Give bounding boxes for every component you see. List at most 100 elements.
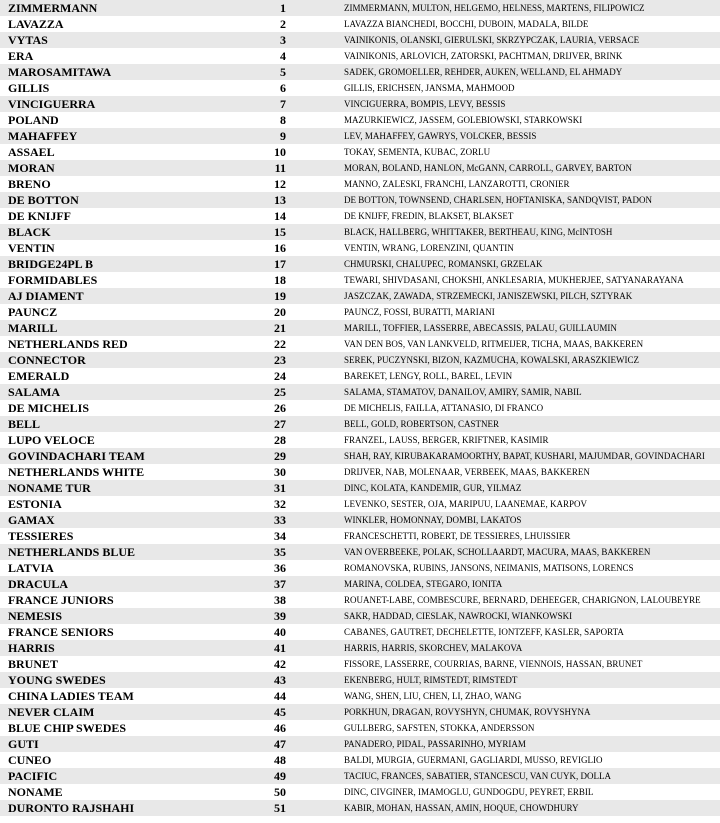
table-row: MARILL21MARILL, TOFFIER, LASSERRE, ABECA…	[0, 320, 720, 336]
team-name: LAVAZZA	[0, 16, 250, 32]
rank: 16	[250, 240, 298, 256]
rank: 23	[250, 352, 298, 368]
table-row: CONNECTOR23SEREK, PUCZYNSKI, BIZON, KAZM…	[0, 352, 720, 368]
team-name: NETHERLANDS WHITE	[0, 464, 250, 480]
table-row: GUTI47PANADERO, PIDAL, PASSARINHO, MYRIA…	[0, 736, 720, 752]
team-name: MORAN	[0, 160, 250, 176]
table-row: BRENO12MANNO, ZALESKI, FRANCHI, LANZAROT…	[0, 176, 720, 192]
team-name: GILLIS	[0, 80, 250, 96]
standings-table: ZIMMERMANN1ZIMMERMANN, MULTON, HELGEMO, …	[0, 0, 720, 816]
team-name: ESTONIA	[0, 496, 250, 512]
table-row: CHINA LADIES TEAM44WANG, SHEN, LIU, CHEN…	[0, 688, 720, 704]
table-row: TESSIERES34FRANCESCHETTI, ROBERT, DE TES…	[0, 528, 720, 544]
players-list: SHAH, RAY, KIRUBAKARAMOORTHY, BAPAT, KUS…	[298, 448, 720, 464]
players-list: JASZCZAK, ZAWADA, STRZEMECKI, JANISZEWSK…	[298, 288, 720, 304]
table-row: GAMAX33WINKLER, HOMONNAY, DOMBI, LAKATOS	[0, 512, 720, 528]
table-row: NEMESIS39SAKR, HADDAD, CIESLAK, NAWROCKI…	[0, 608, 720, 624]
team-name: MARILL	[0, 320, 250, 336]
table-row: BLACK15BLACK, HALLBERG, WHITTAKER, BERTH…	[0, 224, 720, 240]
rank: 32	[250, 496, 298, 512]
team-name: BLACK	[0, 224, 250, 240]
table-row: DE KNIJFF14DE KNIJFF, FREDIN, BLAKSET, B…	[0, 208, 720, 224]
table-row: ASSAEL10TOKAY, SEMENTA, KUBAC, ZORLU	[0, 144, 720, 160]
table-row: VINCIGUERRA7VINCIGUERRA, BOMPIS, LEVY, B…	[0, 96, 720, 112]
table-row: POLAND8MAZURKIEWICZ, JASSEM, GOLEBIOWSKI…	[0, 112, 720, 128]
table-row: NONAME TUR31DINC, KOLATA, KANDEMIR, GUR,…	[0, 480, 720, 496]
table-row: ZIMMERMANN1ZIMMERMANN, MULTON, HELGEMO, …	[0, 0, 720, 16]
rank: 30	[250, 464, 298, 480]
players-list: DE MICHELIS, FAILLA, ATTANASIO, DI FRANC…	[298, 400, 720, 416]
team-name: DRACULA	[0, 576, 250, 592]
players-list: PAUNCZ, FOSSI, BURATTI, MARIANI	[298, 304, 720, 320]
table-row: NETHERLANDS RED22VAN DEN BOS, VAN LANKVE…	[0, 336, 720, 352]
rank: 14	[250, 208, 298, 224]
table-row: MAHAFFEY9LEV, MAHAFFEY, GAWRYS, VOLCKER,…	[0, 128, 720, 144]
table-row: BRUNET42FISSORE, LASSERRE, COURRIAS, BAR…	[0, 656, 720, 672]
team-name: VENTIN	[0, 240, 250, 256]
players-list: WANG, SHEN, LIU, CHEN, LI, ZHAO, WANG	[298, 688, 720, 704]
team-name: DE MICHELIS	[0, 400, 250, 416]
players-list: SEREK, PUCZYNSKI, BIZON, KAZMUCHA, KOWAL…	[298, 352, 720, 368]
team-name: VINCIGUERRA	[0, 96, 250, 112]
rank: 46	[250, 720, 298, 736]
players-list: ZIMMERMANN, MULTON, HELGEMO, HELNESS, MA…	[298, 0, 720, 16]
table-row: NETHERLANDS BLUE35VAN OVERBEEKE, POLAK, …	[0, 544, 720, 560]
rank: 31	[250, 480, 298, 496]
team-name: VYTAS	[0, 32, 250, 48]
table-row: VENTIN16VENTIN, WRANG, LORENZINI, QUANTI…	[0, 240, 720, 256]
rank: 6	[250, 80, 298, 96]
team-name: ZIMMERMANN	[0, 0, 250, 16]
team-name: BELL	[0, 416, 250, 432]
table-row: SALAMA25SALAMA, STAMATOV, DANAILOV, AMIR…	[0, 384, 720, 400]
team-name: BRUNET	[0, 656, 250, 672]
rank: 40	[250, 624, 298, 640]
players-list: LEVENKO, SESTER, OJA, MARIPUU, LAANEMAE,…	[298, 496, 720, 512]
players-list: VAINIKONIS, ARLOVICH, ZATORSKI, PACHTMAN…	[298, 48, 720, 64]
table-row: AJ DIAMENT19JASZCZAK, ZAWADA, STRZEMECKI…	[0, 288, 720, 304]
table-row: DRACULA37MARINA, COLDEA, STEGARO, IONITA	[0, 576, 720, 592]
table-row: BLUE CHIP SWEDES46GULLBERG, SAFSTEN, STO…	[0, 720, 720, 736]
players-list: BLACK, HALLBERG, WHITTAKER, BERTHEAU, KI…	[298, 224, 720, 240]
players-list: VAN DEN BOS, VAN LANKVELD, RITMEIJER, TI…	[298, 336, 720, 352]
team-name: CHINA LADIES TEAM	[0, 688, 250, 704]
table-row: LATVIA36ROMANOVSKA, RUBINS, JANSONS, NEI…	[0, 560, 720, 576]
table-row: BRIDGE24PL B17CHMURSKI, CHALUPEC, ROMANS…	[0, 256, 720, 272]
players-list: VINCIGUERRA, BOMPIS, LEVY, BESSIS	[298, 96, 720, 112]
players-list: VAN OVERBEEKE, POLAK, SCHOLLAARDT, MACUR…	[298, 544, 720, 560]
rank: 51	[250, 800, 298, 816]
rank: 9	[250, 128, 298, 144]
players-list: DINC, CIVGINER, IMAMOGLU, GUNDOGDU, PEYR…	[298, 784, 720, 800]
table-row: YOUNG SWEDES43EKENBERG, HULT, RIMSTEDT, …	[0, 672, 720, 688]
players-list: TOKAY, SEMENTA, KUBAC, ZORLU	[298, 144, 720, 160]
table-row: LUPO VELOCE28FRANZEL, LAUSS, BERGER, KRI…	[0, 432, 720, 448]
team-name: YOUNG SWEDES	[0, 672, 250, 688]
table-row: NEVER CLAIM45PORKHUN, DRAGAN, ROVYSHYN, …	[0, 704, 720, 720]
team-name: GOVINDACHARI TEAM	[0, 448, 250, 464]
rank: 8	[250, 112, 298, 128]
rank: 10	[250, 144, 298, 160]
players-list: KABIR, MOHAN, HASSAN, AMIN, HOQUE, CHOWD…	[298, 800, 720, 816]
rank: 41	[250, 640, 298, 656]
table-row: CUNEO48BALDI, MURGIA, GUERMANI, GAGLIARD…	[0, 752, 720, 768]
rank: 2	[250, 16, 298, 32]
rank: 11	[250, 160, 298, 176]
table-row: FRANCE SENIORS40CABANES, GAUTRET, DECHEL…	[0, 624, 720, 640]
players-list: FRANZEL, LAUSS, BERGER, KRIFTNER, KASIMI…	[298, 432, 720, 448]
team-name: CUNEO	[0, 752, 250, 768]
rank: 15	[250, 224, 298, 240]
table-row: FRANCE JUNIORS38ROUANET-LABE, COMBESCURE…	[0, 592, 720, 608]
rank: 12	[250, 176, 298, 192]
rank: 39	[250, 608, 298, 624]
team-name: GAMAX	[0, 512, 250, 528]
players-list: MORAN, BOLAND, HANLON, McGANN, CARROLL, …	[298, 160, 720, 176]
players-list: TEWARI, SHIVDASANI, CHOKSHI, ANKLESARIA,…	[298, 272, 720, 288]
table-row: VYTAS3VAINIKONIS, OLANSKI, GIERULSKI, SK…	[0, 32, 720, 48]
team-name: FRANCE SENIORS	[0, 624, 250, 640]
team-name: NEMESIS	[0, 608, 250, 624]
rank: 5	[250, 64, 298, 80]
rank: 27	[250, 416, 298, 432]
team-name: BLUE CHIP SWEDES	[0, 720, 250, 736]
table-row: FORMIDABLES18TEWARI, SHIVDASANI, CHOKSHI…	[0, 272, 720, 288]
rank: 7	[250, 96, 298, 112]
players-list: GILLIS, ERICHSEN, JANSMA, MAHMOOD	[298, 80, 720, 96]
